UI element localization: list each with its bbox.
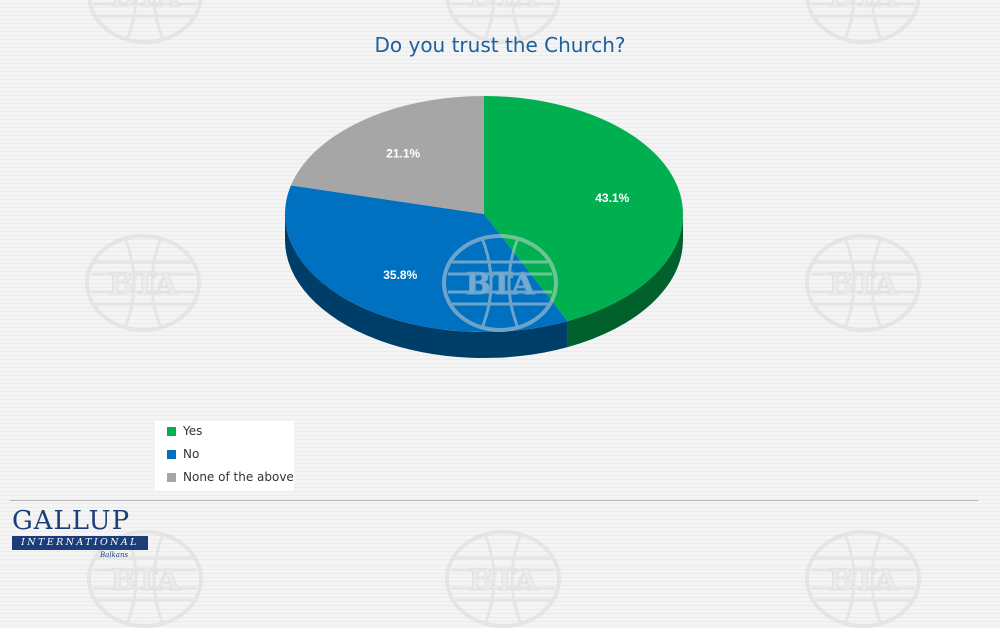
chart-title: Do you trust the Church? (374, 33, 626, 57)
data-label-none-of-the-above: 21.1% (386, 147, 420, 161)
chart-legend: Yes No None of the above (155, 421, 294, 491)
legend-swatch-none (167, 472, 176, 482)
watermark-logo: BTA (445, 530, 561, 628)
watermark-text: BTA (465, 267, 535, 302)
legend-label-none: None of the above (183, 470, 294, 484)
legend-item-none: None of the above (167, 469, 294, 485)
watermark-text: BTA (110, 0, 180, 14)
legend-label-no: No (183, 447, 200, 461)
pie-slice-yes (484, 96, 684, 322)
pie-slice-none-of-the-above (290, 96, 484, 214)
watermark-logo: BTA (85, 234, 201, 332)
logo-wordmark: GALLUP (12, 506, 131, 536)
footer-divider (10, 500, 978, 501)
legend-swatch-no (167, 449, 176, 459)
watermark-logo: BTA (442, 234, 558, 332)
legend-item-no: No (167, 446, 199, 462)
watermark-text: BTA (468, 0, 538, 14)
watermark-logo: BTA (805, 530, 921, 628)
watermark-logo: BTA (445, 0, 561, 44)
legend-label-yes: Yes (183, 424, 203, 438)
watermark-text: BTA (110, 563, 180, 598)
legend-swatch-yes (167, 426, 176, 436)
data-label-yes: 43.1% (595, 191, 629, 205)
watermark-text: BTA (828, 563, 898, 598)
pie-slice-no (284, 185, 568, 332)
logo-band: INTERNATIONAL (12, 536, 148, 550)
pie-chart: 43.1% 35.8% 21.1% (284, 96, 684, 358)
watermark-logo: BTA (87, 0, 203, 44)
watermark-text: BTA (828, 0, 898, 14)
watermark-text: BTA (108, 267, 178, 302)
watermark-text: BTA (468, 563, 538, 598)
legend-item-yes: Yes (167, 423, 202, 439)
pie-side-yes (567, 214, 683, 348)
data-label-no: 35.8% (383, 268, 417, 282)
watermark-logo: BTA (805, 234, 921, 332)
watermark-text: BTA (828, 267, 898, 302)
gallup-logo: GALLUP INTERNATIONAL Balkans (12, 506, 152, 562)
watermark-logo: BTA (805, 0, 921, 44)
logo-subtitle: Balkans (100, 551, 129, 559)
pie-side-no (285, 214, 568, 358)
